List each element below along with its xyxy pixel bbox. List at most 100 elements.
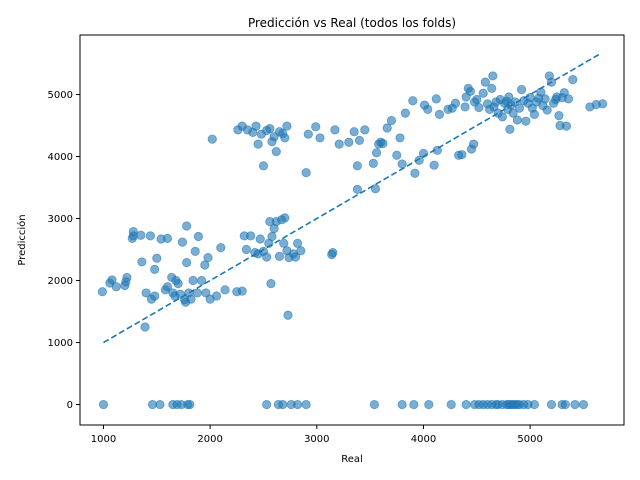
x-axis-label: Real xyxy=(341,454,363,465)
data-point xyxy=(521,116,531,126)
data-point xyxy=(554,111,564,121)
x-tick-label: 5000 xyxy=(517,434,542,445)
data-point xyxy=(461,399,471,410)
data-point xyxy=(410,168,420,178)
data-point xyxy=(488,71,498,81)
data-point xyxy=(145,231,155,241)
data-point xyxy=(514,103,525,113)
data-point xyxy=(311,122,321,132)
data-point xyxy=(203,252,213,263)
data-point xyxy=(274,251,285,261)
data-point xyxy=(258,161,269,171)
data-point xyxy=(150,291,160,301)
data-point xyxy=(182,221,192,231)
data-point xyxy=(207,134,217,144)
data-point xyxy=(162,233,173,243)
data-point xyxy=(370,184,381,194)
data-point xyxy=(267,231,277,242)
data-point xyxy=(540,94,550,104)
data-point xyxy=(328,248,338,258)
data-point xyxy=(271,146,281,157)
data-point xyxy=(97,287,108,297)
data-point xyxy=(352,184,362,194)
x-axis: 1000 2000 3000 4000 5000 xyxy=(91,425,543,445)
data-point xyxy=(392,150,402,160)
data-point xyxy=(352,161,362,171)
y-tick-label: 1000 xyxy=(48,338,73,349)
data-point xyxy=(457,150,467,160)
data-point xyxy=(246,231,256,241)
data-point xyxy=(185,399,195,410)
data-point xyxy=(186,294,196,304)
x-tick-label: 2000 xyxy=(197,434,222,445)
data-point xyxy=(397,159,407,169)
data-point xyxy=(301,399,311,410)
data-point xyxy=(450,98,461,108)
data-point xyxy=(516,84,527,95)
data-point xyxy=(560,399,570,410)
data-point xyxy=(330,125,340,135)
data-point xyxy=(512,115,522,125)
data-point xyxy=(395,133,405,143)
data-point xyxy=(282,121,292,131)
data-point xyxy=(414,155,424,165)
data-point xyxy=(140,322,150,332)
data-point xyxy=(474,102,484,113)
data-point xyxy=(418,148,429,159)
data-point xyxy=(408,96,418,106)
data-point xyxy=(460,102,470,112)
data-point xyxy=(303,129,313,139)
data-point xyxy=(570,399,580,410)
x-tick-label: 4000 xyxy=(411,434,436,445)
data-point xyxy=(107,275,117,285)
data-point xyxy=(487,83,497,93)
data-point xyxy=(349,127,359,137)
data-point xyxy=(283,310,293,320)
data-point xyxy=(201,288,211,298)
data-point xyxy=(262,252,272,262)
data-point xyxy=(505,124,515,134)
data-point xyxy=(559,88,569,98)
data-point xyxy=(578,399,589,410)
y-tick-label: 5000 xyxy=(48,90,73,101)
plot-area xyxy=(79,34,625,426)
data-point xyxy=(150,264,160,274)
data-point xyxy=(190,246,200,256)
data-point xyxy=(290,252,301,262)
data-point xyxy=(122,272,132,283)
data-point xyxy=(152,253,162,263)
data-point xyxy=(369,399,379,410)
data-point xyxy=(241,244,251,255)
data-point xyxy=(529,399,540,410)
data-point xyxy=(424,399,434,410)
data-point xyxy=(468,139,479,149)
data-point xyxy=(137,257,147,267)
data-point xyxy=(173,279,183,289)
data-point xyxy=(280,213,290,223)
data-point xyxy=(371,148,382,158)
data-point xyxy=(253,139,263,149)
data-point xyxy=(315,133,325,143)
data-point xyxy=(265,124,275,134)
data-point xyxy=(301,168,311,178)
data-point xyxy=(292,399,303,410)
data-point xyxy=(368,158,378,168)
data-point xyxy=(360,125,370,135)
data-point xyxy=(561,121,572,131)
data-point xyxy=(255,234,265,244)
data-point xyxy=(192,288,202,298)
data-point xyxy=(266,279,276,289)
data-point xyxy=(546,399,557,410)
data-point xyxy=(344,137,354,147)
data-point xyxy=(296,246,306,256)
data-point xyxy=(480,77,490,87)
data-point xyxy=(446,399,456,410)
data-point xyxy=(542,105,552,115)
data-point xyxy=(434,109,445,119)
data-point xyxy=(465,86,475,97)
data-point xyxy=(386,115,397,126)
data-point xyxy=(423,104,433,115)
data-point xyxy=(237,286,247,296)
y-tick-label: 0 xyxy=(67,400,73,411)
